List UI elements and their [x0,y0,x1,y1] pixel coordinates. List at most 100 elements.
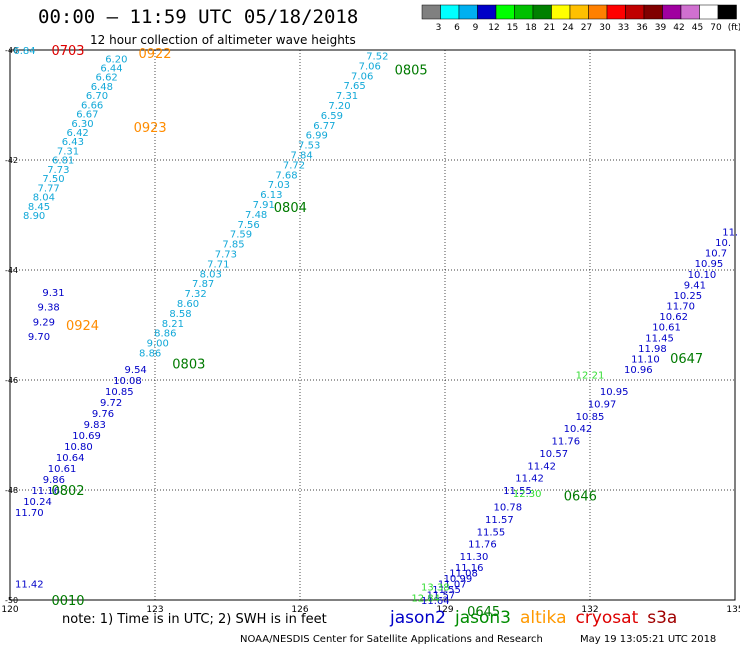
wave-height-value: 8.04 [33,193,55,204]
wave-height-value: 6.20 [105,54,127,65]
wave-height-value: 7.84 [290,151,312,162]
wave-height-value: 7.73 [47,165,69,176]
wave-height-value: 10.95 [695,259,724,270]
wave-height-value: 10.24 [23,497,52,508]
satellite-legend-item: jason3 [455,608,511,628]
wave-height-value: 10.57 [539,449,568,460]
wave-height-value: 7.06 [351,71,373,82]
wave-height-value: 7.31 [57,146,79,157]
wave-height-value: 11.55 [432,585,461,596]
wave-height-value: 7.87 [192,279,214,290]
wave-height-value: 9.86 [43,475,65,486]
wave-height-value: 8.86 [154,329,176,340]
color-scale-label: 39 [655,23,667,33]
wave-height-value: 11.08 [449,569,478,580]
wave-height-value: 10.62 [659,312,688,323]
pass-time-label: 0922 [138,47,171,62]
wave-height-value: 10.95 [600,387,629,398]
wave-height-value: 12.84 [411,593,440,604]
wave-height-value: 11.42 [527,461,556,472]
color-scale-swatch [699,4,719,20]
wave-height-value: 8.60 [177,299,199,310]
wave-height-value: 6.67 [76,110,98,121]
color-scale-label: 45 [692,23,703,33]
color-scale-label: 27 [581,23,592,33]
wave-height-value: 11.57 [485,515,514,526]
y-tick-label: -46 [5,376,18,385]
wave-height-value: 12.21 [576,371,605,382]
wave-height-value: 7.56 [237,220,259,231]
wave-height-value: 9.83 [84,420,106,431]
wave-height-value: 8.45 [28,202,50,213]
color-scale-swatch [421,4,441,20]
wave-height-value: 7.77 [38,183,60,194]
wave-height-value: 11.64 [421,596,450,607]
satellite-legend: jason2 jason3 altika cryosat s3a [390,608,686,628]
wave-height-value: 7.06 [359,61,381,72]
wave-height-value: 6.70 [86,91,108,102]
wave-height-value: 6.81 [52,156,74,167]
wave-height-value: 9.38 [38,303,60,314]
wave-height-value: 6.48 [91,82,113,93]
pass-time-label: 0803 [172,358,205,373]
y-tick-label: -44 [5,266,18,275]
color-scale-swatch [717,4,737,20]
satellite-legend-item: altika [520,608,567,628]
wave-height-value: 9.76 [92,409,114,420]
wave-height-value: 11.98 [638,344,667,355]
color-scale-label: 3 [436,23,442,33]
color-scale-label: 15 [507,23,518,33]
x-tick-label: 132 [581,605,598,615]
wave-height-value: 8.90 [23,211,45,222]
wave-height-value: 9.72 [100,398,122,409]
wave-height-value: 10.80 [64,442,93,453]
color-scale-swatch [514,4,534,20]
color-scale-swatch [495,4,515,20]
plot-frame [9,49,736,601]
wave-height-value: 6.59 [321,111,343,122]
color-scale-swatch [532,4,552,20]
wave-height-value: 9.54 [125,365,147,376]
wave-height-value: 7.59 [230,230,252,241]
color-scale-label: 42 [673,23,684,33]
wave-height-value: 7.48 [245,210,267,221]
color-scale-swatch [680,4,700,20]
wave-height-value: 11.70 [666,302,695,313]
color-scale-label: 24 [562,23,574,33]
wave-height-value: 8.86 [139,349,161,360]
satellite-legend-item: s3a [647,608,678,628]
wave-height-value: 7.50 [42,174,64,185]
x-tick-label: 126 [291,605,308,615]
wave-height-value: 7.72 [283,160,305,171]
wave-height-value: 10.97 [588,399,617,410]
wave-height-value: 10.96 [624,365,653,376]
wave-height-value: 11.57 [427,591,456,602]
y-tick-label: -40 [5,46,18,55]
wave-height-value: 10.10 [688,270,717,281]
wave-height-value: 8.03 [200,269,222,280]
wave-height-value: 7.68 [275,170,297,181]
axis-ticks: 120 123 126 129 132 135 -40 -42 -44 -46 -48 -50 [1,46,740,615]
color-scale-label: 33 [618,23,629,33]
color-scale-swatch [625,4,645,20]
wave-height-value: 10.85 [105,387,134,398]
wave-height-value: 9.70 [28,332,50,343]
wave-height-value: 9.41 [684,280,706,291]
wave-height-value: 11.55 [477,527,506,538]
x-tick-label: 129 [436,605,453,615]
wave-height-value: 10.85 [576,412,605,423]
wave-height-value: 11.16 [455,563,484,574]
generated-timestamp: May 19 13:05:21 UTC 2018 [580,634,717,645]
pass-time-label: 0924 [66,319,99,334]
wave-height-value: 7.03 [268,180,290,191]
altimeter-tracks: 6.206.446.626.486.706.666.676.306.426.43… [13,46,738,607]
wave-height-value: 7.91 [253,200,275,211]
wave-height-value: 8.58 [169,309,191,320]
wave-height-value: 7.71 [207,259,229,270]
pass-time-label: 0647 [670,352,703,367]
x-tick-label: 123 [146,605,163,615]
wave-height-value: 10.61 [652,323,681,334]
color-scale-swatch [643,4,663,20]
